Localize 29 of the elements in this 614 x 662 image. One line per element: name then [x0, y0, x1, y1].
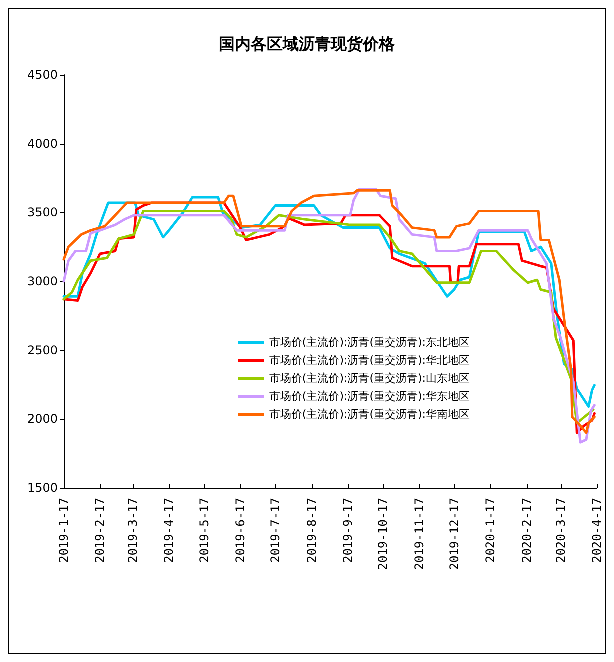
x-tick-label: 2019-4-17 — [162, 498, 176, 564]
y-tick-label: 2000 — [27, 412, 58, 426]
x-tick-label: 2019-6-17 — [234, 498, 248, 564]
legend-label: 市场价(主流价):沥青(重交沥青):华东地区 — [269, 390, 470, 403]
y-tick-label: 4500 — [27, 68, 58, 82]
x-tick-label: 2019-11-17 — [412, 498, 426, 570]
x-tick-label: 2019-12-17 — [447, 498, 462, 570]
legend-label: 市场价(主流价):沥青(重交沥青):华南地区 — [269, 408, 470, 421]
y-tick-label: 4000 — [27, 136, 58, 151]
y-tick-label: 2500 — [27, 343, 58, 358]
x-tick-label: 2020-4-17 — [590, 498, 604, 564]
y-tick-label: 3500 — [27, 206, 58, 220]
x-tick-label: 2019-3-17 — [126, 498, 140, 564]
x-tick-label: 2019-9-17 — [341, 498, 356, 564]
x-tick-label: 2020-1-17 — [484, 498, 498, 564]
chart-title: 国内各区域沥青现货价格 — [219, 34, 396, 54]
x-tick-label: 2019-1-17 — [57, 498, 71, 564]
x-tick-label: 2020-3-17 — [554, 498, 568, 564]
x-tick-label: 2020-2-17 — [520, 498, 534, 564]
x-tick-label: 2019-2-17 — [93, 498, 108, 564]
x-tick-label: 2019-7-17 — [268, 498, 283, 564]
y-tick-label: 1500 — [27, 481, 58, 495]
x-tick-label: 2019-5-17 — [197, 498, 212, 564]
legend-label: 市场价(主流价):沥青(重交沥青):华北地区 — [269, 354, 470, 367]
x-tick-label: 2019-8-17 — [304, 498, 319, 564]
legend-label: 市场价(主流价):沥青(重交沥青):东北地区 — [269, 336, 470, 349]
y-tick-label: 3000 — [27, 274, 58, 288]
x-tick-label: 2019-10-17 — [376, 498, 390, 570]
legend-label: 市场价(主流价):沥青(重交沥青):山东地区 — [269, 372, 470, 385]
